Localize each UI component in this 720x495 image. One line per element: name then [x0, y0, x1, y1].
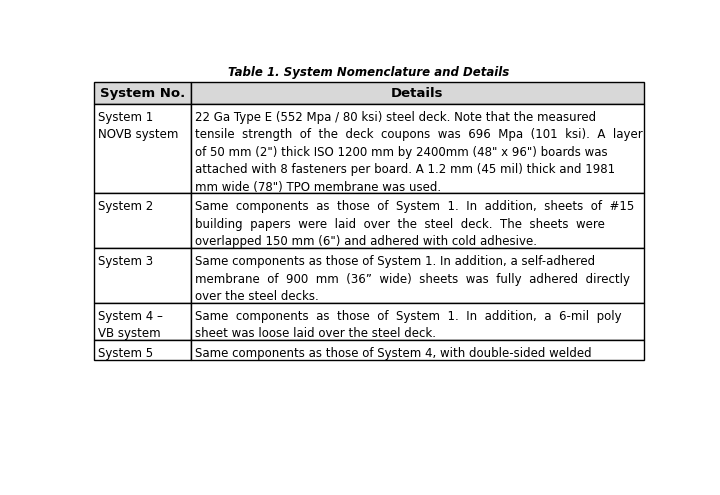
Bar	[191, 340, 644, 360]
Bar	[191, 82, 644, 104]
Bar	[191, 104, 644, 194]
Text: Same  components  as  those  of  System  1.  In  addition,  sheets  of  #15: Same components as those of System 1. In…	[195, 200, 634, 213]
Text: System 2: System 2	[98, 200, 153, 213]
Bar	[94, 194, 191, 248]
Text: Table 1. System Nomenclature and Details: Table 1. System Nomenclature and Details	[228, 66, 510, 79]
Text: over the steel decks.: over the steel decks.	[195, 290, 319, 303]
Text: Same components as those of System 1. In addition, a self-adhered: Same components as those of System 1. In…	[195, 255, 595, 268]
Text: building  papers  were  laid  over  the  steel  deck.  The  sheets  were: building papers were laid over the steel…	[195, 218, 605, 231]
Bar	[191, 194, 644, 248]
Text: membrane  of  900  mm  (36”  wide)  sheets  was  fully  adhered  directly: membrane of 900 mm (36” wide) sheets was…	[195, 273, 630, 286]
Bar	[94, 303, 191, 340]
Text: System 5: System 5	[98, 347, 153, 360]
Bar	[94, 340, 191, 360]
Text: Details: Details	[391, 87, 444, 99]
Text: System No.: System No.	[100, 87, 185, 99]
Text: System 3: System 3	[98, 255, 153, 268]
Text: Same  components  as  those  of  System  1.  In  addition,  a  6-mil  poly: Same components as those of System 1. In…	[195, 310, 621, 323]
Bar	[191, 303, 644, 340]
Text: mm wide (78") TPO membrane was used.: mm wide (78") TPO membrane was used.	[195, 181, 441, 194]
Text: attached with 8 fasteners per board. A 1.2 mm (45 mil) thick and 1981: attached with 8 fasteners per board. A 1…	[195, 163, 615, 176]
Text: VB system: VB system	[98, 327, 161, 341]
Text: sheet was loose laid over the steel deck.: sheet was loose laid over the steel deck…	[195, 327, 436, 341]
Text: of 50 mm (2") thick ISO 1200 mm by 2400mm (48" x 96") boards was: of 50 mm (2") thick ISO 1200 mm by 2400m…	[195, 146, 608, 159]
Text: 22 Ga Type E (552 Mpa / 80 ksi) steel deck. Note that the measured: 22 Ga Type E (552 Mpa / 80 ksi) steel de…	[195, 111, 596, 124]
Text: tensile  strength  of  the  deck  coupons  was  696  Mpa  (101  ksi).  A  layer: tensile strength of the deck coupons was…	[195, 128, 643, 141]
Text: overlapped 150 mm (6") and adhered with cold adhesive.: overlapped 150 mm (6") and adhered with …	[195, 236, 537, 248]
Bar	[94, 82, 191, 104]
Bar	[94, 248, 191, 303]
Bar	[94, 104, 191, 194]
Text: System 1: System 1	[98, 111, 153, 124]
Text: Same components as those of System 4, with double-sided welded: Same components as those of System 4, wi…	[195, 347, 592, 360]
Bar	[191, 248, 644, 303]
Text: NOVB system: NOVB system	[98, 128, 178, 141]
Text: System 4 –: System 4 –	[98, 310, 163, 323]
